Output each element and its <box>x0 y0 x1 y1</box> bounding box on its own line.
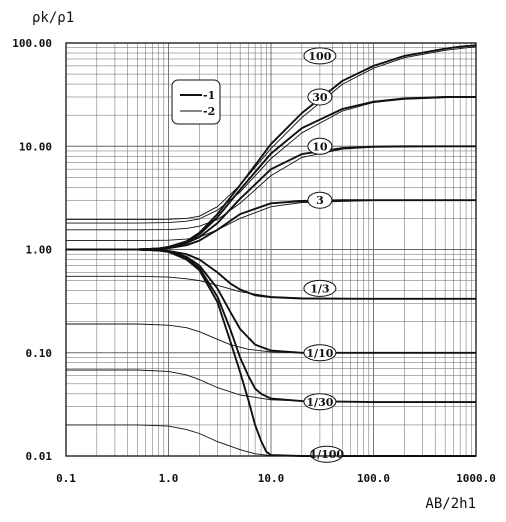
series-line-2-10 <box>66 145 477 231</box>
y-tick-label: 100.00 <box>12 37 52 50</box>
curve-label-2: 10 <box>307 137 333 155</box>
legend-label-1: -1 <box>203 89 215 102</box>
plot-frame <box>65 42 477 457</box>
curve-label-oval <box>310 445 344 463</box>
series-line-2-9 <box>66 96 477 224</box>
x-tick-label: 1000.0 <box>456 472 496 485</box>
curve-label-3: 3 <box>307 191 333 209</box>
curve-label-text: 1/10 <box>306 347 333 360</box>
x-tick-label: 0.1 <box>56 472 76 485</box>
y-axis-title: ρk/ρ1 <box>32 10 74 26</box>
curve-label-0: 100 <box>303 47 337 65</box>
y-tick-label: 1.00 <box>26 244 53 257</box>
curve-label-5: 1/10 <box>303 344 337 362</box>
curve-label-text: 1/30 <box>306 396 333 409</box>
curve-label-6: 1/30 <box>303 393 337 411</box>
curve-label-oval <box>307 137 333 155</box>
legend-label-2: -2 <box>203 105 215 118</box>
curve-label-text: 30 <box>312 91 328 104</box>
curve-label-oval <box>303 344 337 362</box>
x-tick-label: 100.0 <box>357 472 390 485</box>
curve-label-text: 10 <box>312 140 328 153</box>
curve-label-text: 1/100 <box>309 448 344 461</box>
curve-label-oval <box>307 191 333 209</box>
y-tick-label: 0.10 <box>26 347 53 360</box>
series-group <box>66 44 477 457</box>
curve-label-oval <box>303 47 337 65</box>
curve-label-text: 3 <box>316 194 324 207</box>
curve-label-oval <box>307 88 333 106</box>
curve-label-text: 1/3 <box>310 282 329 295</box>
legend: -1 -2 <box>171 79 221 125</box>
curve-label-text: 100 <box>308 50 331 63</box>
x-tick-label: 10.0 <box>258 472 285 485</box>
x-tick-label: 1.0 <box>159 472 179 485</box>
curve-label-7: 1/100 <box>309 445 344 463</box>
tick-labels: 0.1 1.0 10.0 100.0 1000.0 100.00 10.00 1.00 0.10… <box>12 37 496 485</box>
legend-box <box>171 79 221 125</box>
curve-labels: 100 30 10 3 1/3 1/10 1/30 1/100 <box>303 47 344 463</box>
series-line-2-8 <box>66 46 477 221</box>
y-tick-label: 10.00 <box>19 140 52 153</box>
curve-label-oval <box>303 393 337 411</box>
curve-label-1: 30 <box>307 88 333 106</box>
series-line-2-12 <box>66 275 477 300</box>
x-axis-title: AB/2h1 <box>425 496 476 512</box>
curve-label-4: 1/3 <box>303 279 337 297</box>
curve-label-oval <box>303 279 337 297</box>
y-tick-label: 0.01 <box>26 450 53 463</box>
